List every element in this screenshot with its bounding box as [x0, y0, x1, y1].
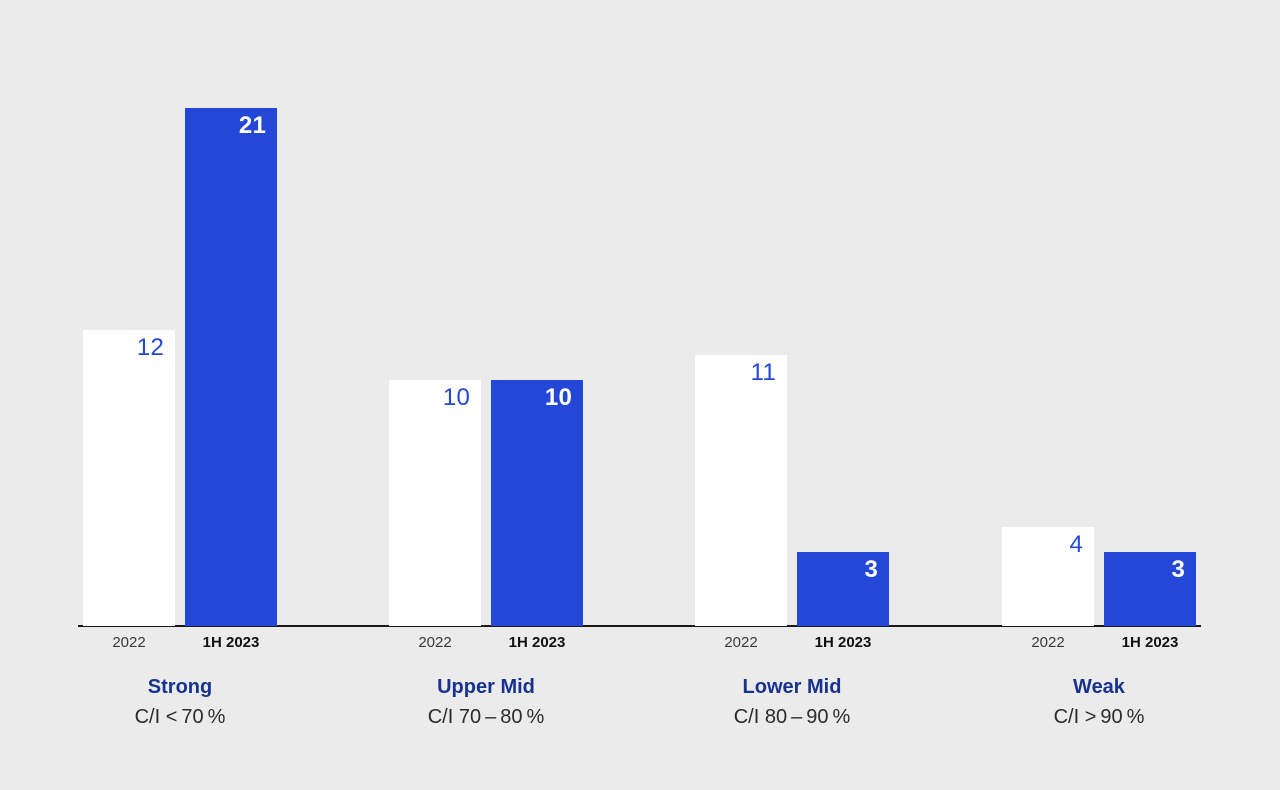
bar-value-label: 12	[136, 334, 164, 362]
bar-1h-2023-upper-mid: 10	[491, 379, 583, 626]
category-subtitle: C/I < 70 %	[134, 706, 226, 728]
bar-value-label: 3	[864, 556, 878, 584]
category-group-weak: 4 2022 3 1H 2023 Weak C/I > 90 %	[1002, 0, 1196, 790]
bar-1h-2023-strong: 21	[185, 108, 277, 626]
bar-value-label: 11	[750, 358, 776, 386]
bar-1h-2023-weak: 3	[1104, 552, 1196, 626]
x-tick-label: 1H 2023	[202, 634, 260, 651]
x-axis-line	[78, 625, 1201, 627]
x-tick-label: 2022	[418, 634, 452, 651]
bar-2022-weak: 4	[1002, 527, 1094, 626]
x-tick-label: 2022	[112, 634, 146, 651]
category-subtitle: C/I 80 – 90 %	[733, 706, 851, 728]
category-title: Lower Mid	[742, 676, 842, 698]
category-group-lower-mid: 11 2022 3 1H 2023 Lower Mid C/I 80 – 90 %	[695, 0, 889, 790]
bar-value-label: 4	[1069, 531, 1083, 559]
bar-1h-2023-lower-mid: 3	[797, 552, 889, 626]
category-title: Weak	[1073, 676, 1125, 698]
bar-value-label: 3	[1171, 556, 1185, 584]
bar-value-label: 10	[442, 383, 470, 411]
category-title: Upper Mid	[437, 676, 535, 698]
x-tick-label: 1H 2023	[1121, 634, 1179, 651]
bar-2022-lower-mid: 11	[695, 354, 787, 626]
x-tick-label: 1H 2023	[814, 634, 872, 651]
x-tick-label: 2022	[724, 634, 758, 651]
x-tick-label: 2022	[1031, 634, 1065, 651]
bar-2022-strong: 12	[83, 330, 175, 626]
category-group-upper-mid: 10 2022 10 1H 2023 Upper Mid C/I 70 – 80 %	[389, 0, 583, 790]
bar-value-label: 21	[238, 112, 266, 140]
bar-2022-upper-mid: 10	[389, 379, 481, 626]
bar-value-label: 10	[544, 383, 572, 411]
category-group-strong: 12 2022 21 1H 2023 Strong C/I < 70 %	[83, 0, 277, 790]
category-subtitle: C/I 70 – 80 %	[427, 706, 545, 728]
x-tick-label: 1H 2023	[508, 634, 566, 651]
category-subtitle: C/I > 90 %	[1053, 706, 1145, 728]
category-title: Strong	[147, 676, 213, 698]
